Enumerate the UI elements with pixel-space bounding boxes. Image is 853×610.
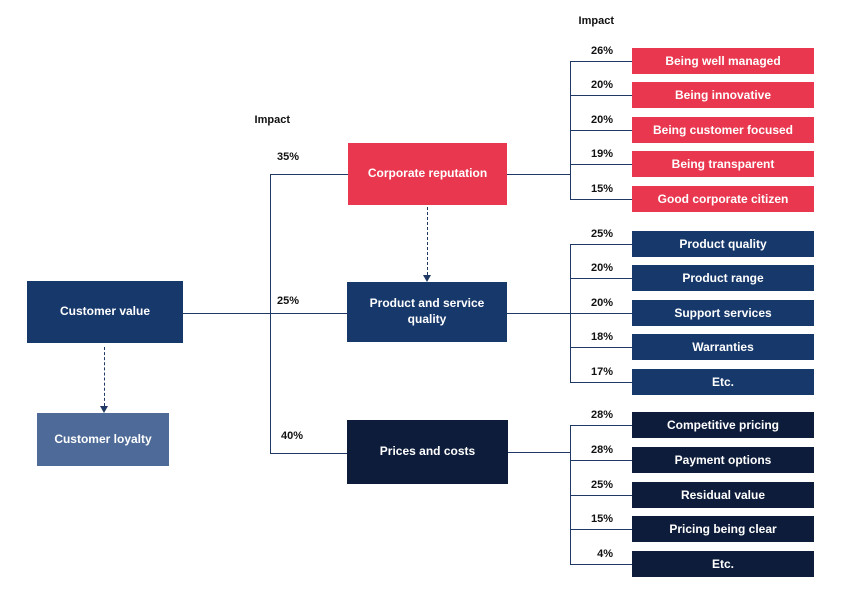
connector-line xyxy=(507,313,570,314)
connector-line xyxy=(507,174,570,175)
connector-line xyxy=(570,382,632,383)
item-impact-percent: 18% xyxy=(590,331,613,343)
item-impact-percent: 17% xyxy=(590,366,613,378)
item-impact-percent: 19% xyxy=(590,148,613,160)
leaf-node: Warranties xyxy=(632,334,814,360)
item-impact-percent: 15% xyxy=(590,513,613,525)
leaf-node: Competitive pricing xyxy=(632,412,814,438)
item-impact-percent: 15% xyxy=(590,183,613,195)
connector-line xyxy=(570,95,632,96)
leaf-node: Being innovative xyxy=(632,82,814,108)
product-service-quality-node: Product and service quality xyxy=(347,282,507,342)
leaf-node: Pricing being clear xyxy=(632,516,814,542)
connector-line xyxy=(570,564,632,565)
connector-line xyxy=(570,244,632,245)
connector-line xyxy=(270,174,348,175)
connector-line xyxy=(570,425,632,426)
leaf-node: Being customer focused xyxy=(632,117,814,143)
item-impact-percent: 25% xyxy=(590,228,613,240)
item-impact-percent: 25% xyxy=(590,479,613,491)
leaf-node: Being transparent xyxy=(632,151,814,177)
corporate-reputation-node: Corporate reputation xyxy=(348,143,507,205)
connector-line xyxy=(570,130,632,131)
connector-line xyxy=(570,278,632,279)
loyalty-dashed-arrow xyxy=(100,347,108,413)
reputation-to-quality-dashed-arrow xyxy=(423,207,431,282)
connector-line xyxy=(508,452,570,453)
connector-line xyxy=(570,460,632,461)
leaf-node: Product quality xyxy=(632,231,814,257)
customer-value-node: Customer value xyxy=(27,281,183,343)
leaf-node: Payment options xyxy=(632,447,814,473)
impact-header-middle: Impact xyxy=(254,114,290,126)
driver-impact-percent: 35% xyxy=(276,151,299,163)
connector-line xyxy=(570,529,632,530)
connector-line xyxy=(570,61,632,62)
connector-line xyxy=(570,425,571,564)
driver-impact-percent: 25% xyxy=(276,295,299,307)
connector-line xyxy=(182,313,270,314)
item-impact-percent: 20% xyxy=(590,297,613,309)
customer-loyalty-node: Customer loyalty xyxy=(37,413,169,466)
connector-line xyxy=(570,495,632,496)
item-impact-percent: 28% xyxy=(590,409,613,421)
connector-line xyxy=(270,313,348,314)
impact-header-right: Impact xyxy=(578,15,614,27)
connector-line xyxy=(270,453,347,454)
item-impact-percent: 20% xyxy=(590,262,613,274)
prices-and-costs-node: Prices and costs xyxy=(347,420,508,484)
connector-line xyxy=(570,313,632,314)
item-impact-percent: 20% xyxy=(590,114,613,126)
leaf-node: Etc. xyxy=(632,551,814,577)
leaf-node: Product range xyxy=(632,265,814,291)
leaf-node: Etc. xyxy=(632,369,814,395)
leaf-node: Being well managed xyxy=(632,48,814,74)
item-impact-percent: 20% xyxy=(590,79,613,91)
leaf-node: Support services xyxy=(632,300,814,326)
connector-line xyxy=(570,347,632,348)
connector-line xyxy=(570,164,632,165)
connector-line xyxy=(570,199,632,200)
item-impact-percent: 28% xyxy=(590,444,613,456)
item-impact-percent: 26% xyxy=(590,45,613,57)
item-impact-percent: 4% xyxy=(597,548,613,560)
driver-impact-percent: 40% xyxy=(280,430,303,442)
leaf-node: Good corporate citizen xyxy=(632,186,814,212)
leaf-node: Residual value xyxy=(632,482,814,508)
